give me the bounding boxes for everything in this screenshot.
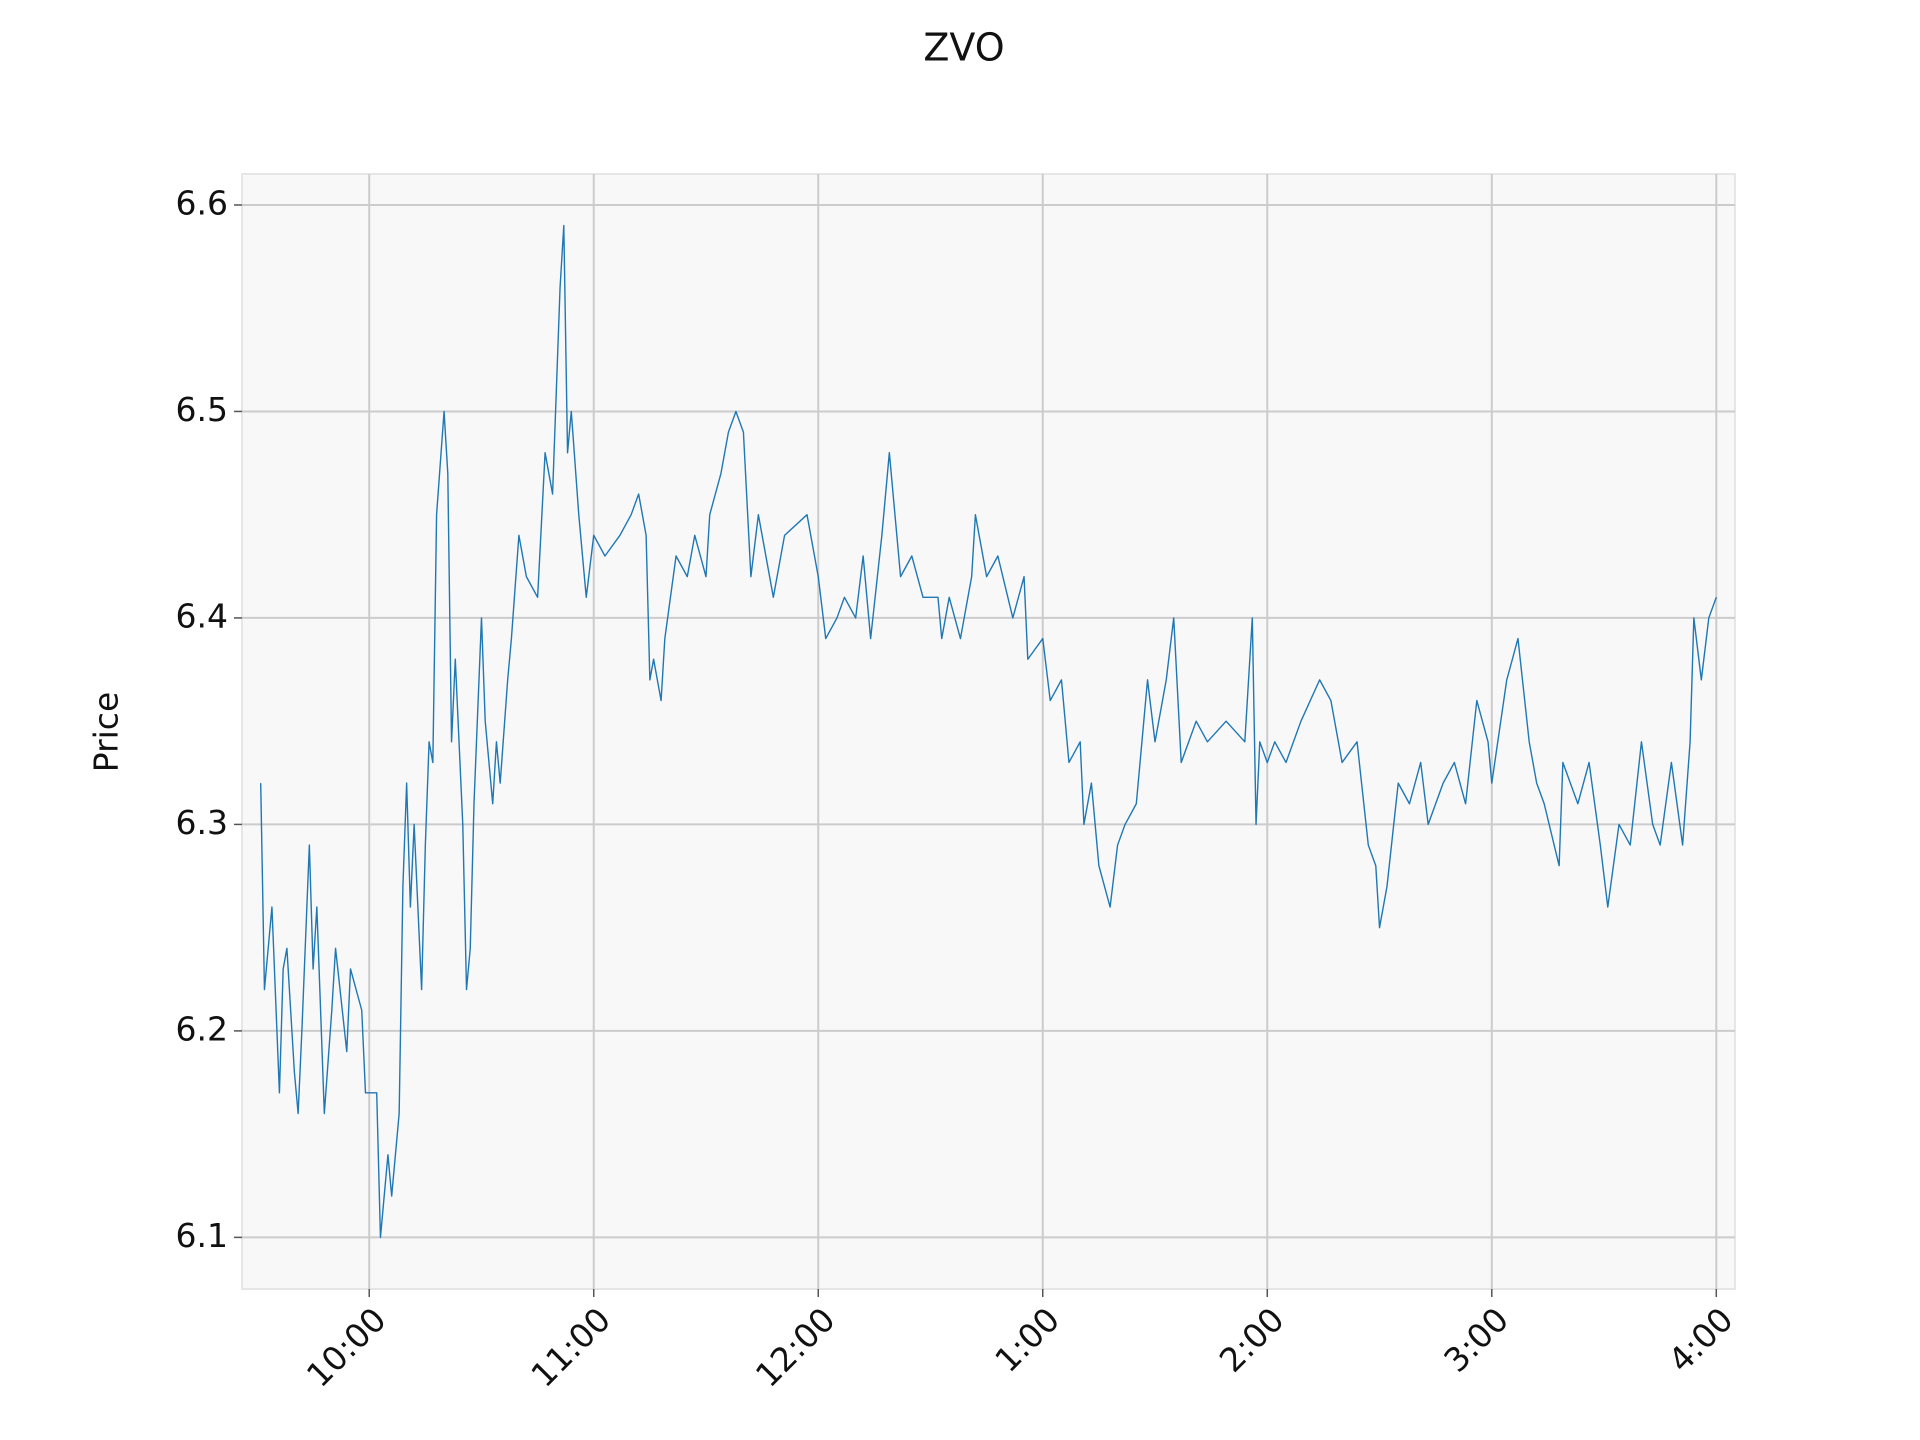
chart-title: ZVO <box>923 26 1004 70</box>
y-tick-label: 6.1 <box>176 1216 228 1255</box>
y-axis-label: Price <box>87 692 126 773</box>
x-tick-label: 2:00 <box>1212 1300 1292 1380</box>
x-tick-label: 3:00 <box>1436 1300 1516 1380</box>
x-tick-label: 4:00 <box>1661 1300 1741 1380</box>
y-tick-label: 6.6 <box>176 183 228 222</box>
x-tick-label: 12:00 <box>748 1300 843 1395</box>
x-tick-label: 1:00 <box>987 1300 1067 1380</box>
y-tick-label: 6.3 <box>176 803 228 842</box>
y-tick-label: 6.5 <box>176 390 228 429</box>
x-tick-label: 11:00 <box>523 1300 618 1395</box>
plot-area <box>241 173 1736 1290</box>
x-tick-label: 10:00 <box>299 1300 394 1395</box>
price-line <box>260 224 1717 1239</box>
y-tick-label: 6.4 <box>176 596 228 635</box>
y-tick-label: 6.2 <box>176 1009 228 1048</box>
